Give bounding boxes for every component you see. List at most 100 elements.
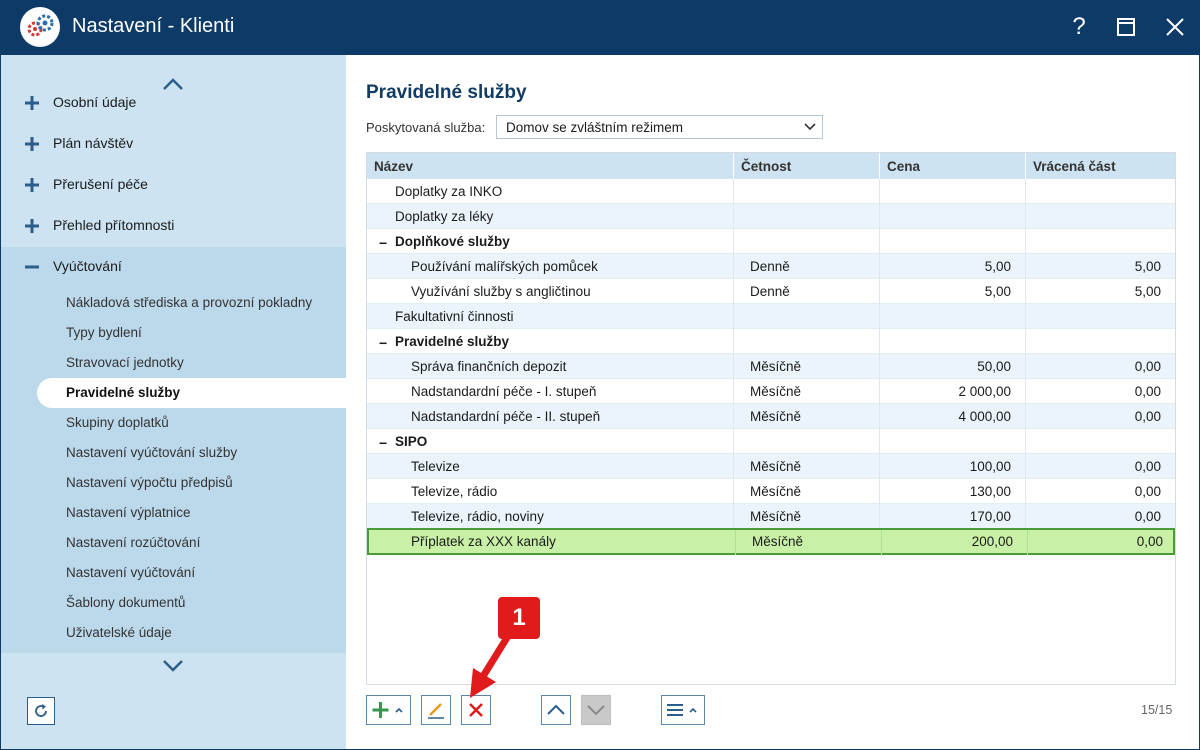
grid-header: Název Četnost Cena Vrácená část [367,153,1175,179]
table-row[interactable]: Televize, rádio, noviny Měsíčně 170,00 0… [367,504,1175,529]
cell-frequency: Denně [733,254,879,279]
row-name: Doplatky za INKO [395,184,503,199]
cell-frequency [733,229,879,254]
table-row[interactable]: Správa finančních depozit Měsíčně 50,00 … [367,354,1175,379]
sidebar-item-preruseni-pece[interactable]: Přerušení péče [1,165,346,206]
sidebar-subitem[interactable]: Nastavení výpočtu předpisů [1,468,346,498]
column-header-frequency[interactable]: Četnost [733,153,879,179]
sidebar-subitem-label: Stravovací jednotky [66,355,184,370]
cell-name: Správa finančních depozit [367,354,733,379]
cell-price [879,429,1025,454]
sidebar-subitem[interactable]: Typy bydlení [1,318,346,348]
cell-frequency [733,304,879,329]
sidebar-item-vyuctovani[interactable]: Vyúčtování [1,247,346,288]
cell-price [879,304,1025,329]
sidebar-subitem[interactable]: Nastavení výplatnice [1,498,346,528]
cell-name: Používání malířských pomůcek [367,254,733,279]
sidebar-subitem[interactable]: Stravovací jednotky [1,348,346,378]
plus-icon [25,178,39,192]
page-title: Pravidelné služby [366,82,527,103]
table-row[interactable]: Televize Měsíčně 100,00 0,00 [367,454,1175,479]
services-grid: Název Četnost Cena Vrácená část Doplatky… [366,152,1176,685]
table-row[interactable]: Televize, rádio Měsíčně 130,00 0,00 [367,479,1175,504]
sidebar-subitem-label: Nastavení výplatnice [66,505,191,520]
cell-price [879,229,1025,254]
plus-icon [25,137,39,151]
table-row[interactable]: Fakultativní činnosti [367,304,1175,329]
sidebar-subitem[interactable]: Skupiny doplatků [1,408,346,438]
cell-returned [1025,429,1175,454]
service-select-value: Domov se zvláštním režimem [506,120,684,135]
cell-frequency: Denně [733,279,879,304]
sidebar-subitem[interactable]: Uživatelské údaje [1,618,346,648]
cell-returned [1025,204,1175,229]
sidebar-subitem[interactable]: Nákladová střediska a provozní pokladny [1,288,346,318]
minus-icon[interactable]: − [379,435,388,451]
table-row[interactable]: Používání malířských pomůcek Denně 5,00 … [367,254,1175,279]
table-row[interactable]: Využívání služby s angličtinou Denně 5,0… [367,279,1175,304]
cell-price: 4 000,00 [879,404,1025,429]
service-select[interactable]: Domov se zvláštním režimem [496,115,823,139]
cell-name: Televize, rádio, noviny [367,504,733,529]
close-icon[interactable] [1158,10,1192,44]
sidebar-subitem[interactable]: Šablony dokumentů [1,588,346,618]
sidebar-subitem-active[interactable]: Pravidelné služby [37,378,346,408]
title-bar: Nastavení - Klienti ? [0,0,1200,55]
table-row[interactable]: Nadstandardní péče - I. stupeň Měsíčně 2… [367,379,1175,404]
menu-button[interactable] [661,695,705,725]
cell-returned: 0,00 [1025,504,1175,529]
chevron-down-icon[interactable] [161,655,185,675]
row-name: Nadstandardní péče - I. stupeň [411,384,597,399]
add-button[interactable] [366,695,411,725]
sidebar-item-label: Přerušení péče [53,176,148,192]
table-row[interactable]: Doplatky za INKO [367,179,1175,204]
sidebar-subitem[interactable]: Nastavení vyúčtování služby [1,438,346,468]
move-up-button[interactable] [541,695,571,725]
cell-name: Doplatky za INKO [367,179,733,204]
cell-frequency: Měsíčně [733,504,879,529]
row-name: Používání malířských pomůcek [411,259,598,274]
sidebar-subitem-label: Nákladová střediska a provozní pokladny [66,295,313,310]
cell-name: Doplatky za léky [367,204,733,229]
table-row-group[interactable]: − SIPO [367,429,1175,454]
table-row-group[interactable]: − Doplňkové služby [367,229,1175,254]
cell-price: 5,00 [879,279,1025,304]
row-name: SIPO [395,434,428,449]
delete-button[interactable] [461,695,491,725]
sidebar-subitem[interactable]: Nastavení vyúčtování [1,558,346,588]
sidebar-subitem-label: Pravidelné služby [66,385,181,400]
minus-icon[interactable]: − [379,235,388,251]
cell-price [879,179,1025,204]
cell-name: − Pravidelné služby [367,329,733,354]
row-name: Správa finančních depozit [411,359,567,374]
chevron-up-icon[interactable] [161,75,185,95]
column-header-name[interactable]: Název [374,159,414,174]
cell-returned: 5,00 [1025,254,1175,279]
edit-button[interactable] [421,695,451,725]
cell-price: 100,00 [879,454,1025,479]
add-icon [372,702,403,718]
table-row-selected[interactable]: Příplatek za XXX kanály Měsíčně 200,00 0… [367,528,1175,555]
annotation-callout: 1 [498,597,540,639]
annotation-arrow [470,632,512,698]
cell-frequency: Měsíčně [733,404,879,429]
refresh-button[interactable] [27,697,55,725]
minus-icon[interactable]: − [379,335,388,351]
sidebar-item-plan-navstev[interactable]: Plán návštěv [1,124,346,165]
sidebar-subitem-label: Nastavení rozúčtování [66,535,201,550]
help-icon[interactable]: ? [1072,13,1086,40]
sidebar-item-prehled-pritomnosti[interactable]: Přehled přítomnosti [1,206,346,247]
sidebar-subitem-label: Nastavení výpočtu předpisů [66,475,233,490]
column-header-returned[interactable]: Vrácená část [1025,153,1175,179]
sidebar-subitem[interactable]: Nastavení rozúčtování [1,528,346,558]
row-name: Doplatky za léky [395,209,494,224]
move-down-button[interactable] [581,695,611,725]
table-row[interactable]: Nadstandardní péče - II. stupeň Měsíčně … [367,404,1175,429]
table-row[interactable]: Doplatky za léky [367,204,1175,229]
table-row-group[interactable]: − Pravidelné služby [367,329,1175,354]
column-header-price[interactable]: Cena [879,153,1025,179]
cell-returned: 0,00 [1027,530,1175,555]
sidebar-item-osobni-udaje[interactable]: Osobní údaje [1,83,346,124]
maximize-icon[interactable] [1109,10,1143,44]
sidebar-subitem-label: Typy bydlení [66,325,142,340]
